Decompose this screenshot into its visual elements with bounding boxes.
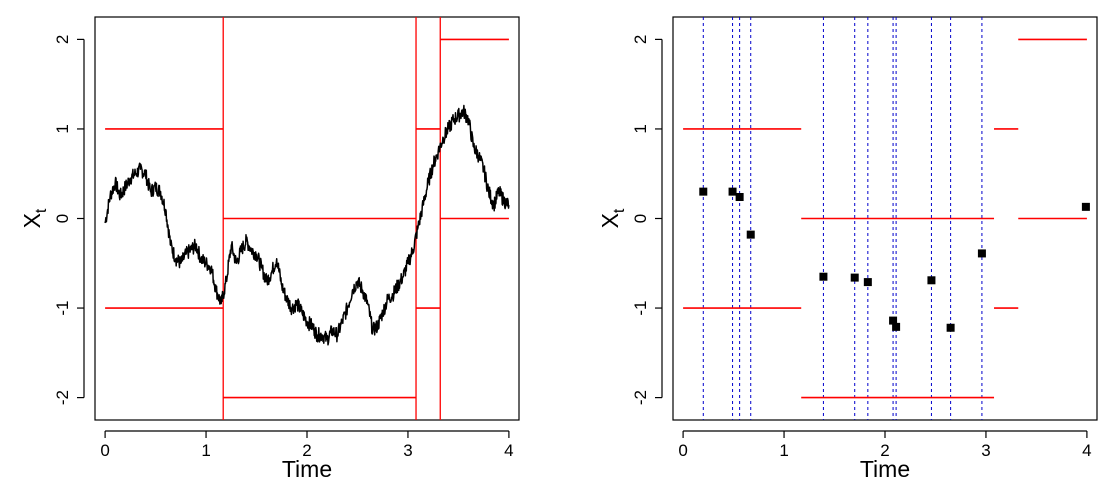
x-tick-label: 4 — [504, 441, 513, 460]
x-tick-label: 3 — [403, 441, 412, 460]
y-tick-label: 0 — [631, 214, 650, 223]
x-tick-label: 0 — [678, 441, 687, 460]
data-point — [889, 316, 898, 325]
y-tick-label: 2 — [631, 35, 650, 44]
y-tick-label: 1 — [631, 124, 650, 133]
plot-frame — [672, 16, 1098, 421]
y-axis-label-main: X — [597, 213, 623, 228]
panel-right: 0 1 2 3 4 Time -2 -1 0 1 2 Xt — [597, 16, 1098, 482]
y-tick-label: -2 — [631, 390, 650, 405]
y-axis-label-main: X — [19, 213, 45, 228]
data-point — [850, 273, 859, 282]
y-axis-label-subscript: t — [33, 208, 50, 213]
data-point — [863, 278, 872, 287]
y-axis-label: Xt — [19, 208, 50, 228]
x-axis-label: Time — [282, 456, 332, 482]
x-tick-label: 2 — [880, 441, 889, 460]
x-tick-label: 1 — [201, 441, 210, 460]
data-point — [699, 187, 708, 196]
y-axis-label: Xt — [597, 208, 628, 228]
data-point — [746, 230, 755, 239]
data-point — [892, 322, 901, 331]
x-tick-label: 4 — [1082, 441, 1091, 460]
data-point — [927, 276, 936, 285]
x-axis-label: Time — [860, 456, 910, 482]
series-path — [104, 104, 510, 346]
plot-frame — [94, 16, 520, 421]
x-tick-label: 0 — [100, 441, 109, 460]
data-point — [735, 193, 744, 202]
data-point — [1081, 202, 1090, 211]
data-point — [819, 272, 828, 281]
x-tick-label: 2 — [302, 441, 311, 460]
y-tick-label: -1 — [631, 300, 650, 315]
x-tick-label: 3 — [981, 441, 990, 460]
y-tick-label: 1 — [53, 124, 72, 133]
data-point — [728, 187, 737, 196]
y-tick-label: -2 — [53, 390, 72, 405]
y-axis-label-subscript: t — [611, 208, 628, 213]
y-tick-label: 0 — [53, 214, 72, 223]
y-tick-label: -1 — [53, 300, 72, 315]
panel-left: 0 1 2 3 4 Time -2 -1 0 1 2 Xt — [19, 16, 520, 482]
data-point — [946, 323, 955, 332]
data-point — [977, 249, 986, 258]
x-tick-label: 1 — [779, 441, 788, 460]
y-tick-label: 2 — [53, 35, 72, 44]
